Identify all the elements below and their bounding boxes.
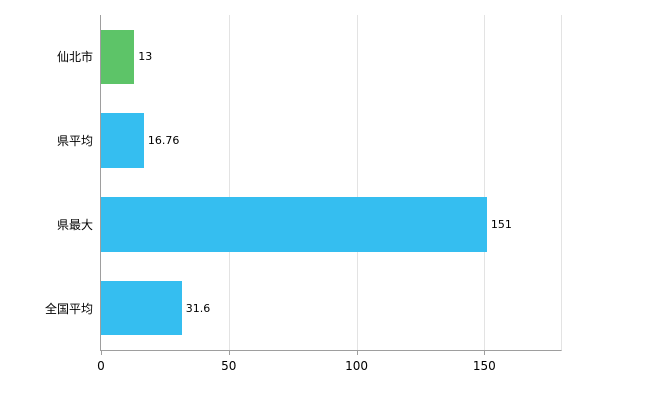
value-label: 16.76 [147, 134, 180, 148]
x-axis-tick-label: 50 [221, 359, 237, 373]
x-axis-tick [228, 350, 230, 355]
x-axis-tick [101, 350, 102, 355]
x-axis-tick-label: 150 [472, 359, 496, 373]
gridline [356, 15, 358, 350]
value-label: 31.6 [185, 301, 211, 315]
x-axis-tick-label: 100 [345, 359, 368, 373]
category-label: 仙北市 [56, 50, 93, 65]
bar [101, 280, 182, 336]
plot-area: 0 50 100 150 仙北市 13 県平均 16.76 県最大 151 全国平均 31.6 [45, 15, 562, 373]
x-axis-tick [484, 350, 486, 355]
bar-row: 全国平均 31.6 [45, 266, 561, 350]
x-axis-tick-label: 0 [97, 359, 105, 373]
value-label: 13 [138, 50, 153, 64]
bar [101, 197, 487, 252]
bar [101, 113, 144, 168]
category-label: 県平均 [56, 134, 93, 149]
bar-row: 県最大 151 [57, 183, 561, 267]
bar-row: 仙北市 13 [57, 15, 561, 99]
bar-row: 県平均 16.76 [57, 99, 561, 183]
category-label: 県最大 [56, 217, 93, 232]
value-label: 151 [490, 217, 512, 231]
bar [101, 29, 135, 85]
x-axis-tick [356, 350, 358, 355]
gridline [228, 15, 230, 350]
gridline [484, 15, 486, 350]
category-label: 全国平均 [44, 301, 93, 316]
